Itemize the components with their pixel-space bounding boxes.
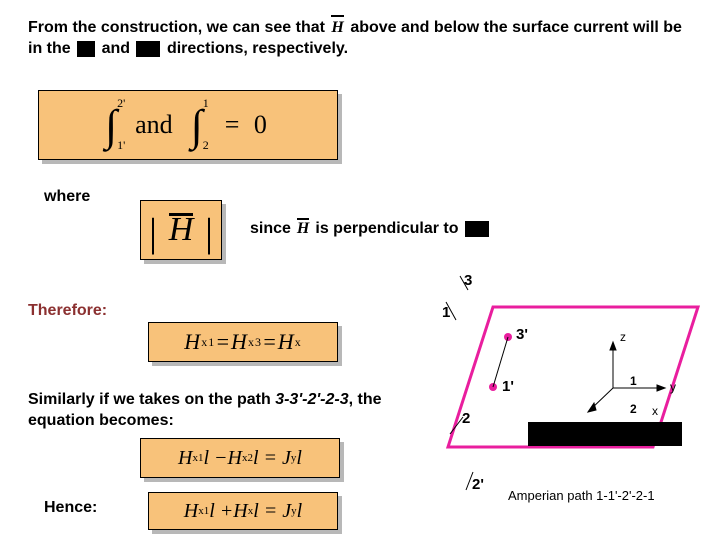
similarly-p1: Similarly if we takes on the path — [28, 391, 275, 408]
since-perp: is perpendicular to — [315, 220, 458, 238]
similarly-text: Similarly if we takes on the path 3-3'-2… — [28, 390, 428, 432]
hence-label: Hence: — [44, 499, 97, 517]
blackbox-dir2 — [136, 41, 160, 57]
diagram-label-2p: 2' — [472, 476, 484, 493]
equation-hx-equal: Hx1 = Hx3 = Hx — [148, 322, 338, 362]
diagram-label-2: 2 — [462, 410, 470, 427]
equation-integrals: ∫ 2' 1' and ∫ 1 2 = 0 — [38, 90, 338, 160]
intro-p3: and — [102, 40, 130, 57]
hbar-mag: H — [169, 211, 194, 249]
equation-jy1: Hx1l − Hx2l = Jyl — [140, 438, 340, 478]
amperian-diagram: 3 1 3' 1' 2 2' z y x 1 2 Amperian path 1… — [438, 272, 708, 512]
axis-z: z — [620, 330, 626, 344]
diagram-label-3p: 3' — [516, 326, 528, 343]
diagram-caption: Amperian path 1-1'-2'-2-1 — [508, 488, 655, 503]
path-string: 3-3'-2'-2-3 — [275, 391, 348, 408]
equation-jy2: Hx1l + Hxl = Jyl — [148, 492, 338, 530]
axis-y: y — [670, 380, 676, 394]
blackbox-vec — [465, 221, 489, 237]
since-word: since — [250, 220, 291, 238]
intro-p1: From the construction, we can see that — [28, 19, 325, 36]
diagram-label-1: 1 — [442, 304, 450, 321]
equation-h-magnitude: | H | — [140, 200, 222, 260]
blackbar-inside — [528, 422, 682, 446]
integral-icon: ∫ 2' 1' — [105, 100, 117, 151]
blackbox-dir1 — [77, 41, 95, 57]
and-word: and — [135, 110, 173, 140]
h-bar-symbol: H — [331, 18, 343, 39]
diagram-label-1p: 1' — [502, 378, 514, 395]
axis-num-1: 1 — [630, 374, 637, 388]
h-bar-symbol: H — [297, 220, 309, 238]
intro-text: From the construction, we can see that H… — [28, 18, 688, 60]
axis-num-2: 2 — [630, 402, 637, 416]
diagram-label-3: 3 — [464, 272, 472, 289]
where-label: where — [44, 188, 90, 206]
integral-icon: ∫ 1 2 — [191, 100, 203, 151]
axis-x: x — [652, 404, 658, 418]
equals-zero: = 0 — [225, 110, 271, 140]
therefore-label: Therefore: — [28, 302, 107, 320]
intro-p4: directions, respectively. — [167, 40, 348, 57]
since-text: since H is perpendicular to — [250, 220, 491, 238]
